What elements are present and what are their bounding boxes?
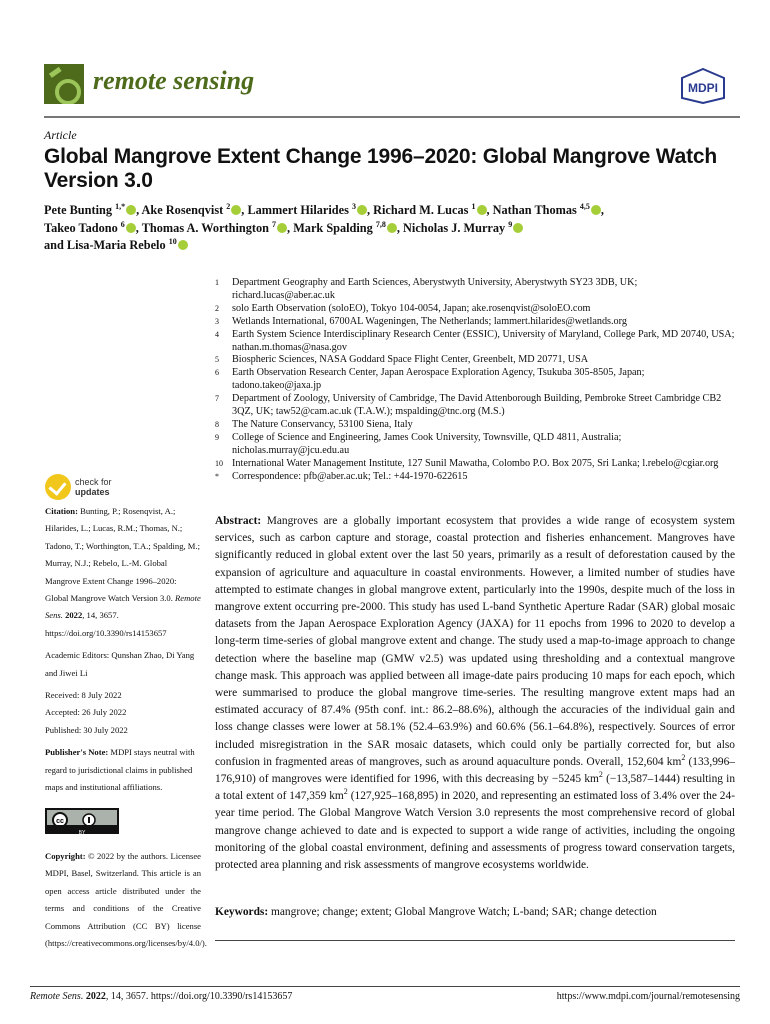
copyright: Copyright: © 2022 by the authors. Licens… xyxy=(45,850,207,948)
journal-logo-icon xyxy=(44,64,84,104)
orcid-icon[interactable] xyxy=(590,205,601,215)
paper-title: Global Mangrove Extent Change 1996–2020:… xyxy=(44,145,718,192)
publisher-note: Publisher's Note: MDPI stays neutral wit… xyxy=(45,747,195,793)
orcid-icon[interactable] xyxy=(277,222,288,233)
sidebar-metadata: Citation: Bunting, P.; Rosenqvist, A.; H… xyxy=(45,503,207,957)
affiliation-item: 10 International Water Management Institu… xyxy=(215,457,719,469)
check-for-updates-button[interactable]: check for updates xyxy=(45,474,112,500)
affiliation-item: 6 Earth Observation Research Center, Japa… xyxy=(215,367,645,392)
affiliation-item: * Correspondence: pfb@aber.ac.uk; Tel.: +… xyxy=(215,470,468,482)
affiliation-item: 3 Wetlands International, 6700AL Wagening… xyxy=(215,315,627,327)
author: Takeo Tadono 6, xyxy=(44,219,142,235)
author: Lammert Hilarides 3, xyxy=(247,201,374,217)
footer-citation: Remote Sens. 2022, 14, 3657. https://doi… xyxy=(30,991,293,1002)
orcid-icon[interactable] xyxy=(476,205,487,215)
footer-rule xyxy=(30,986,740,987)
footer-journal-url[interactable]: https://www.mdpi.com/journal/remotesensi… xyxy=(556,991,740,1002)
check-label: check for xyxy=(75,477,112,487)
affiliations: 1 Department Geography and Earth Sciences… xyxy=(215,277,735,484)
author: Thomas A. Worthington 7, xyxy=(141,219,294,235)
orcid-icon[interactable] xyxy=(125,222,136,233)
citation: Citation: Bunting, P.; Rosenqvist, A.; H… xyxy=(45,506,201,638)
orcid-icon[interactable] xyxy=(513,222,524,233)
svg-text:MDPI: MDPI xyxy=(688,81,718,95)
affiliation-item: 8 The Nature Conservancy, 53100 Siena, It… xyxy=(215,418,413,430)
doi-link[interactable]: , 14, 3657. https://doi.org/10.3390/rs14… xyxy=(45,610,167,638)
orcid-icon[interactable] xyxy=(386,222,397,233)
author: Richard M. Lucas 1, xyxy=(373,201,493,217)
affiliation-item: 1 Department Geography and Earth Sciences… xyxy=(215,277,638,301)
footer-doi-link[interactable]: , 14, 3657. https://doi.org/10.3390/rs14… xyxy=(105,991,293,1002)
affiliation-item: 2 solo Earth Observation (soloEO), Tokyo … xyxy=(215,302,591,314)
author: Nicholas J. Murray 9 xyxy=(403,220,524,235)
updates-label: updates xyxy=(75,487,110,497)
affiliation-item: 7 Department of Zoology, University of Ca… xyxy=(215,393,722,418)
orcid-icon[interactable] xyxy=(177,240,188,250)
author: Nathan Thomas 4,5, xyxy=(492,201,604,217)
author-list: Pete Bunting 1,*, Ake Rosenqvist 2, Lamm… xyxy=(44,202,734,255)
checkmark-icon xyxy=(45,474,71,500)
affiliation-item: 5 Biospheric Sciences, NASA Goddard Space… xyxy=(215,354,589,366)
header-rule xyxy=(44,116,740,118)
journal-name[interactable]: remote sensing xyxy=(93,66,255,95)
author: Mark Spalding 7,8, xyxy=(293,219,404,235)
author: Ake Rosenqvist 2, xyxy=(141,201,248,217)
affiliation-item: 4 Earth System Science Interdisciplinary … xyxy=(215,328,735,353)
author: Pete Bunting 1,*, xyxy=(44,201,142,217)
keywords: Keywords: mangrove; change; extent; Glob… xyxy=(215,906,657,918)
mdpi-logo[interactable]: MDPI xyxy=(680,67,726,105)
orcid-icon[interactable] xyxy=(356,205,367,215)
cc-by-license-badge[interactable]: cc BY xyxy=(45,807,119,836)
author: and Lisa-Maria Rebelo 10 xyxy=(44,237,188,252)
orcid-icon[interactable] xyxy=(126,205,137,215)
abstract: Abstract: Mangroves are a globally impor… xyxy=(215,515,736,872)
svg-text:cc: cc xyxy=(56,818,64,825)
dates: Received: 8 July 2022 Accepted: 26 July 2… xyxy=(45,690,128,735)
academic-editors: Academic Editors: Qunshan Zhao, Di Yang … xyxy=(45,650,195,678)
article-type: Article xyxy=(44,128,77,142)
orcid-icon[interactable] xyxy=(231,205,242,215)
keywords-rule xyxy=(215,940,735,941)
affiliation-item: 9 College of Science and Engineering, Jam… xyxy=(215,431,622,456)
